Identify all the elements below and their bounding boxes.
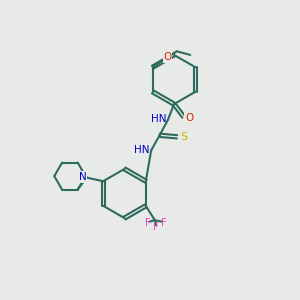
Text: N: N — [79, 172, 87, 182]
Text: O: O — [185, 113, 193, 123]
Text: F: F — [145, 218, 151, 228]
Text: HN: HN — [151, 114, 167, 124]
Text: F: F — [161, 218, 167, 228]
Text: HN: HN — [134, 145, 150, 155]
Text: F: F — [153, 222, 159, 232]
Text: O: O — [164, 52, 172, 62]
Text: S: S — [180, 132, 187, 142]
